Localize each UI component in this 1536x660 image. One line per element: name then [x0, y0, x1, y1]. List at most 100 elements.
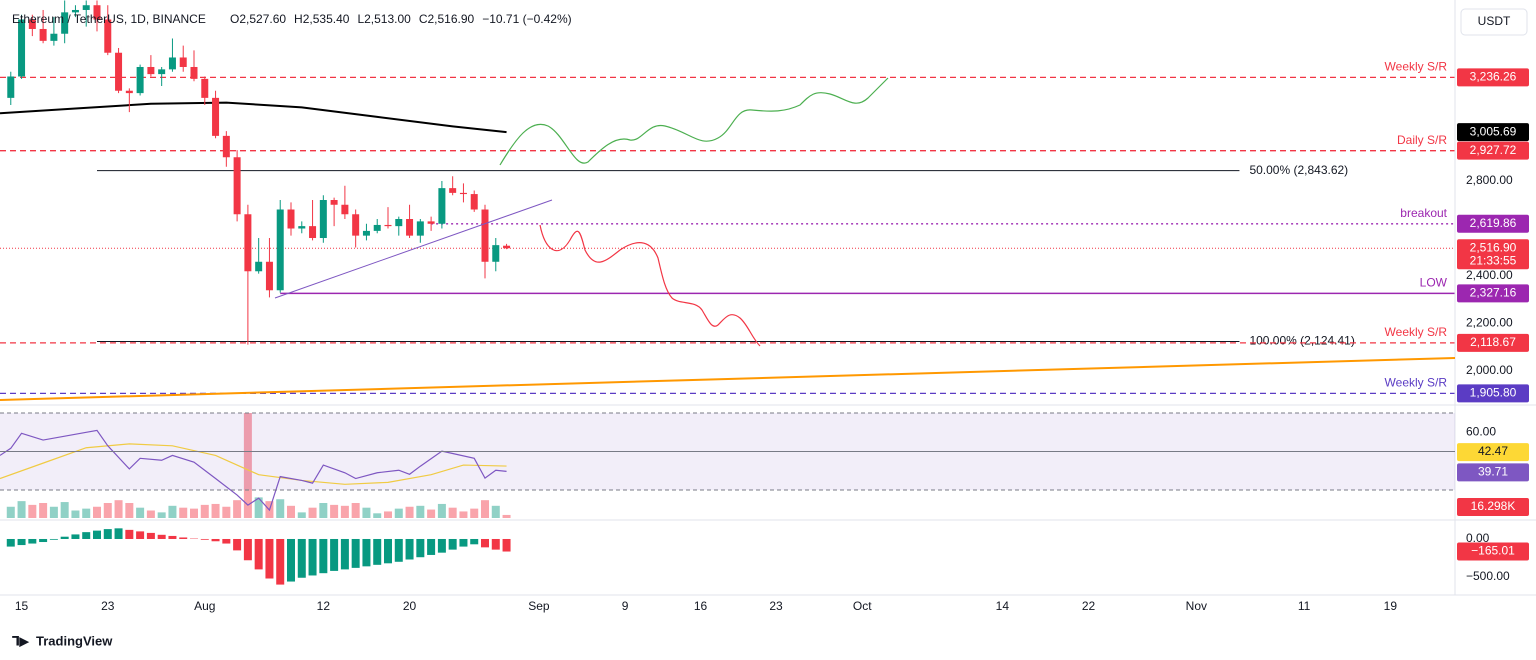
price-box [1457, 239, 1529, 270]
volume-bar [448, 507, 457, 518]
x-tick-label: 14 [996, 599, 1010, 613]
level-name: Weekly S/R [1385, 376, 1448, 390]
currency-label[interactable]: USDT [1478, 14, 1511, 28]
candle-body [395, 219, 403, 227]
macd-bar [319, 538, 328, 574]
price-timer: 21:33:55 [1470, 253, 1517, 267]
volume-bar [49, 506, 58, 518]
volume-bar [71, 510, 80, 518]
x-tick-label: 12 [317, 599, 331, 613]
macd-bar [437, 538, 446, 553]
y-tick-label: 60.00 [1466, 425, 1496, 439]
candle-body [115, 52, 123, 91]
macd-bar [125, 529, 134, 539]
y-tick-label: 2,200.00 [1466, 316, 1513, 330]
brand: TradingView [36, 633, 113, 648]
macd-bar [28, 538, 37, 544]
candle-body [449, 188, 457, 193]
macd-bar [71, 534, 80, 539]
volume-bar [427, 509, 436, 518]
volume-bar [254, 497, 263, 518]
candle-body [28, 19, 36, 29]
candle-body [416, 221, 424, 236]
fib-label: 50.00% (2,843.62) [1249, 163, 1348, 177]
macd-bar [448, 538, 457, 550]
candle-body [287, 209, 295, 229]
rsi-ma-line [0, 443, 507, 485]
x-tick-label: Sep [528, 599, 550, 613]
fib-label: 100.00% (2,124.41) [1249, 334, 1354, 348]
level-box [1457, 384, 1529, 403]
level-box [1457, 284, 1529, 303]
candle-body [158, 69, 166, 75]
macd-bar [491, 538, 500, 550]
volume-bar [114, 500, 123, 518]
volume-bar [28, 504, 37, 518]
level-name: breakout [1400, 206, 1447, 220]
volume-bar [330, 504, 339, 518]
trend-line [0, 357, 1456, 401]
candle-body [71, 9, 79, 13]
candle-body [352, 214, 360, 236]
projection-path [499, 77, 889, 166]
volume-bar [351, 503, 360, 518]
ohlc-value: O2,527.60 [230, 12, 286, 26]
candle-body [201, 78, 209, 98]
volume-bar [373, 513, 382, 518]
ohlc-value: H2,535.40 [294, 12, 350, 26]
trend-line [274, 199, 553, 299]
macd-bar [60, 536, 69, 539]
symbol-title: Ethereum / TetherUS, 1D, BINANCE [12, 12, 206, 26]
plot-layer: 15 23 Aug 12 20 Sep 9 16 23 Oct 14 22 Nov 11 19 2,000.0… [0, 0, 1529, 613]
macd-bar [49, 538, 58, 540]
macd-bar [405, 538, 414, 560]
volume-bar [211, 503, 220, 518]
x-tick-label: 11 [1298, 599, 1311, 613]
level-name: Weekly S/R [1385, 325, 1448, 339]
level-name: Weekly S/R [1385, 60, 1448, 74]
macd-bar [93, 530, 101, 539]
volume-bar [146, 510, 155, 518]
candle-body [503, 245, 511, 249]
macd-bar [384, 538, 392, 564]
rsi-box-label: 39.71 [1478, 465, 1508, 479]
volume-bar [340, 505, 349, 518]
volume-bar [39, 503, 48, 518]
macd-bar [330, 538, 339, 571]
macd-bar [114, 528, 123, 539]
volume-bar [179, 507, 188, 518]
macd-bar [82, 532, 91, 539]
macd-bar [459, 538, 468, 547]
volume-bar [243, 413, 252, 518]
currency-button[interactable] [1460, 8, 1528, 36]
volume-bar [276, 499, 285, 518]
rsi-line [0, 429, 507, 512]
x-tick-label: 15 [15, 599, 29, 613]
x-tick-label: 19 [1384, 599, 1398, 613]
ma-box-label: 3,005.69 [1470, 124, 1517, 138]
candle-body [125, 90, 133, 94]
level-box [1457, 68, 1529, 87]
candle-body [104, 19, 112, 53]
macd-bar [287, 538, 295, 582]
volume-bar [200, 504, 209, 518]
y-tick-label: 2,400.00 [1466, 268, 1513, 282]
candle-body [82, 5, 90, 10]
volume-bar [470, 508, 479, 518]
candle-body [190, 66, 198, 79]
candle-body [373, 224, 381, 231]
ma-box [1457, 123, 1529, 142]
rsi-ma-box-label: 42.47 [1478, 444, 1508, 458]
y-tick-label: 2,800.00 [1466, 173, 1513, 187]
macd-bar [233, 538, 242, 551]
rsi-ma-box [1457, 443, 1529, 462]
level-box-label: 2,327.16 [1470, 285, 1517, 299]
ohlc-value: L2,513.00 [357, 12, 411, 26]
volume-box [1457, 497, 1529, 516]
projection-path [539, 224, 761, 347]
ohlc-legend: O2,527.60 H2,535.40 L2,513.00 C2,516.90 −10.… [230, 12, 572, 26]
macd-bar [254, 538, 263, 570]
macd-bar [297, 538, 306, 578]
macd-bar [179, 537, 188, 539]
